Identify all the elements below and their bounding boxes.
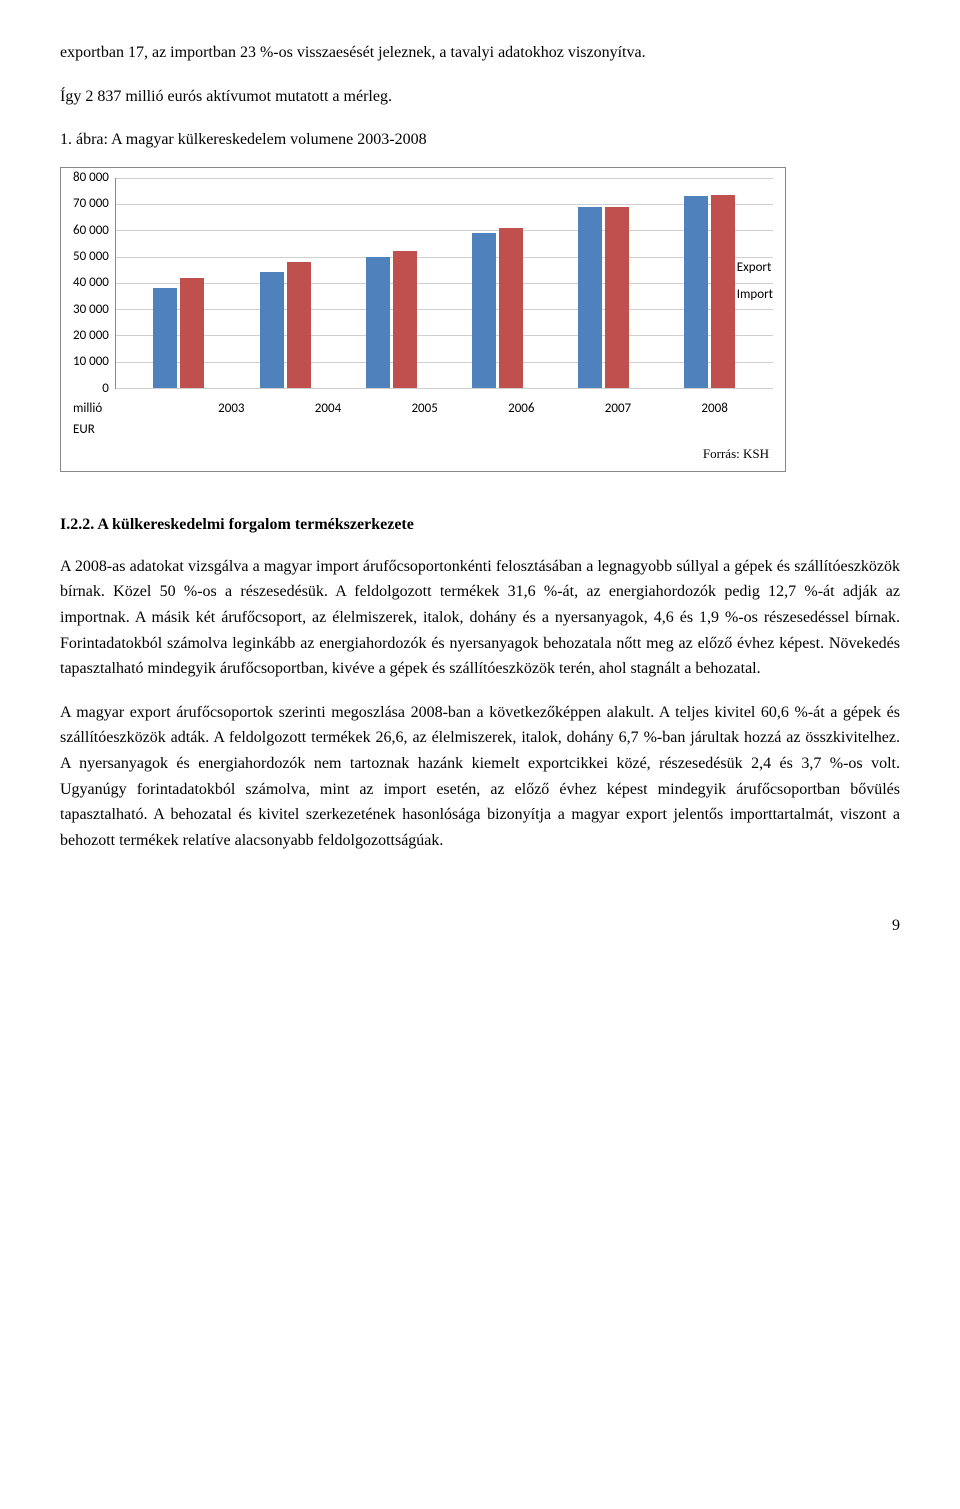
trade-volume-chart: 80 000 70 000 60 000 50 000 40 000 30 000 20 0… (60, 167, 786, 472)
section-paragraph-2: A magyar export árufőcsoportok szerinti … (60, 700, 900, 854)
bar (366, 257, 390, 388)
bar (287, 262, 311, 388)
bar (578, 207, 602, 388)
bar-group (578, 178, 629, 388)
bar (393, 251, 417, 388)
x-tick-label: 2003 (218, 399, 244, 420)
legend-label: Import (737, 285, 773, 306)
bar (260, 272, 284, 388)
y-tick-label: 50 000 (73, 250, 109, 263)
chart-gridlines (116, 178, 773, 388)
bar (605, 207, 629, 388)
x-tick-label: 2007 (605, 399, 631, 420)
y-tick-label: 30 000 (73, 303, 109, 316)
intro-line-2: Így 2 837 millió eurós aktívumot mutatot… (60, 84, 900, 110)
y-tick-label: 40 000 (73, 276, 109, 289)
bar-group (472, 178, 523, 388)
chart-title: 1. ábra: A magyar külkereskedelem volume… (60, 127, 900, 153)
section-heading: I.2.2. A külkereskedelmi forgalom termék… (60, 512, 900, 538)
y-tick-label: 10 000 (73, 355, 109, 368)
chart-axis-unit: millió EUR (73, 395, 123, 441)
x-tick-label: 2008 (701, 399, 727, 420)
chart-x-axis: 2003 2004 2005 2006 2007 2008 (173, 395, 773, 420)
legend-label: Export (737, 258, 772, 279)
page-number: 9 (60, 913, 900, 939)
x-tick-label: 2005 (411, 399, 437, 420)
bar-group (153, 178, 204, 388)
section-paragraph-1: A 2008-as adatokat vizsgálva a magyar im… (60, 554, 900, 682)
y-tick-label: 70 000 (73, 197, 109, 210)
chart-y-axis: 80 000 70 000 60 000 50 000 40 000 30 000 20 0… (73, 171, 115, 395)
x-tick-label: 2006 (508, 399, 534, 420)
intro-line-1: exportban 17, az importban 23 %-os vissz… (60, 40, 900, 66)
bar (472, 233, 496, 388)
chart-source: Forrás: KSH (73, 444, 769, 465)
bar-group (260, 178, 311, 388)
bar (499, 228, 523, 388)
x-tick-label: 2004 (315, 399, 341, 420)
y-tick-label: 0 (102, 382, 109, 395)
bar (711, 195, 735, 388)
bar (180, 278, 204, 388)
bar-group (366, 178, 417, 388)
chart-plot-area (115, 178, 773, 389)
bar (153, 288, 177, 388)
y-tick-label: 80 000 (73, 171, 109, 184)
y-tick-label: 60 000 (73, 224, 109, 237)
bar (684, 196, 708, 388)
bar-group (684, 178, 735, 388)
y-tick-label: 20 000 (73, 329, 109, 342)
